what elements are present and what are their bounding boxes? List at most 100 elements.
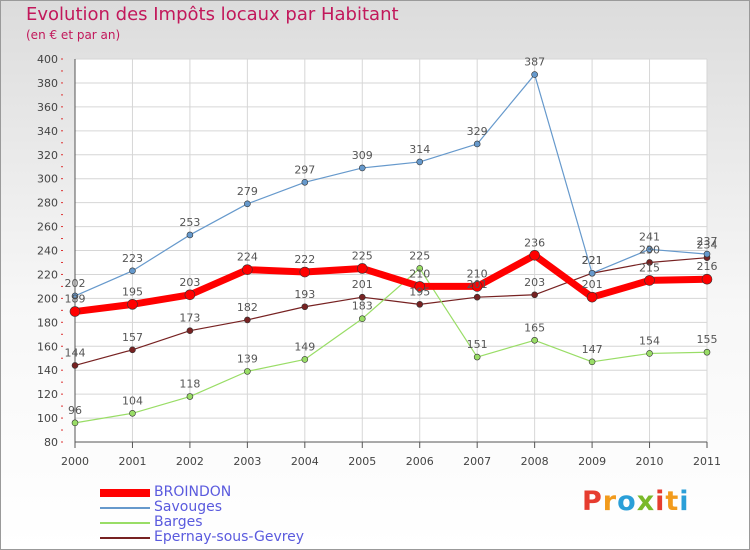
point-barges: [531, 336, 538, 344]
y-tick-label: 220: [37, 268, 58, 281]
data-label-barges: 155: [697, 333, 718, 346]
data-label-savouges: 329: [467, 125, 488, 138]
y-tick-label: 140: [37, 364, 58, 377]
data-label-epernay: 203: [524, 276, 545, 289]
legend-swatch: [100, 537, 150, 539]
data-label-barges: 151: [467, 338, 488, 351]
point-savouges: [588, 269, 596, 277]
point-savouges: [244, 200, 251, 208]
legend-item-savouges: Savouges: [100, 499, 360, 516]
data-label-savouges: 279: [237, 185, 258, 198]
point-savouges: [186, 231, 194, 239]
data-label-savouges: 221: [582, 254, 603, 267]
data-label-broindon: 215: [639, 261, 660, 274]
point-epernay: [531, 291, 538, 299]
x-tick-label: 2003: [233, 455, 261, 468]
data-label-broindon: 203: [179, 276, 200, 289]
data-label-barges: 183: [352, 300, 373, 313]
point-savouges: [703, 250, 711, 258]
y-tick-label: 320: [37, 149, 58, 162]
point-savouges: [416, 158, 424, 166]
x-tick-label: 2001: [118, 455, 146, 468]
point-epernay: [473, 293, 481, 301]
point-savouges: [301, 178, 309, 186]
data-label-savouges: 237: [697, 235, 718, 248]
chart-subtitle: (en € et par an): [26, 28, 121, 42]
data-label-epernay: 173: [179, 312, 200, 325]
data-label-barges: 225: [409, 249, 430, 262]
data-label-savouges: 297: [294, 163, 315, 176]
data-label-barges: 149: [294, 340, 315, 353]
data-label-savouges: 253: [179, 216, 200, 229]
point-barges: [358, 315, 366, 323]
data-label-barges: 165: [524, 321, 545, 334]
data-label-broindon: 195: [122, 285, 143, 298]
data-label-epernay: 195: [409, 285, 430, 298]
point-barges: [416, 265, 424, 272]
series-line-epernay: [74, 257, 708, 366]
point-epernay: [646, 259, 653, 266]
point-epernay: [358, 293, 366, 301]
legend-item-broindon: BROINDON: [100, 484, 360, 501]
point-broindon: [356, 263, 368, 274]
data-label-savouges: 241: [639, 230, 660, 243]
point-broindon: [701, 273, 713, 285]
point-epernay: [301, 303, 309, 311]
x-tick-label: 2004: [291, 455, 319, 468]
data-label-epernay: 201: [352, 278, 373, 291]
point-savouges: [646, 246, 653, 253]
data-label-barges: 139: [237, 352, 258, 365]
x-tick-label: 2008: [521, 455, 549, 468]
point-savouges: [129, 267, 136, 275]
point-broindon: [529, 249, 540, 261]
series-line-broindon: [74, 251, 708, 316]
y-tick-label: 280: [37, 197, 58, 210]
point-broindon: [471, 281, 483, 292]
x-tick-label: 2005: [348, 455, 376, 468]
data-label-broindon: 216: [697, 260, 718, 273]
x-tick-label: 2000: [61, 455, 89, 468]
data-label-broindon: 210: [467, 267, 488, 280]
data-label-savouges: 387: [524, 56, 545, 69]
data-label-epernay: 144: [65, 346, 86, 359]
point-epernay: [244, 316, 251, 324]
data-label-barges: 154: [639, 334, 660, 347]
proxiti-logo: Proxiti: [582, 486, 690, 517]
legend-label: BROINDON: [154, 484, 232, 500]
data-label-epernay: 221: [582, 254, 603, 267]
legend-label: Savouges: [154, 499, 222, 515]
point-broindon: [69, 306, 81, 317]
y-tick-label: 100: [37, 412, 58, 425]
point-barges: [301, 356, 309, 363]
point-savouges: [358, 164, 366, 172]
y-tick-label: 360: [37, 101, 58, 114]
series-line-barges: [74, 267, 708, 424]
y-tick-label: 260: [37, 221, 58, 234]
data-label-broindon: 210: [409, 267, 430, 280]
data-label-barges: 104: [122, 394, 143, 407]
point-barges: [71, 419, 79, 427]
point-broindon: [184, 289, 196, 301]
y-tick-label: 380: [37, 77, 58, 90]
data-label-savouges: 202: [65, 277, 86, 290]
x-tick-label: 2011: [693, 455, 721, 468]
legend-swatch: [100, 522, 150, 524]
data-label-broindon: 224: [237, 251, 258, 264]
data-label-barges: 147: [582, 343, 603, 356]
point-barges: [129, 409, 136, 417]
point-epernay: [129, 346, 136, 354]
legend-item-epernay: Epernay-sous-Gevrey: [100, 529, 360, 546]
point-barges: [646, 350, 653, 357]
data-label-epernay: 234: [697, 239, 718, 252]
data-label-broindon: 225: [352, 249, 373, 262]
point-savouges: [71, 292, 79, 300]
x-tick-label: 2009: [578, 455, 606, 468]
y-tick-label: 340: [37, 125, 58, 138]
legend-swatch: [100, 489, 150, 497]
data-label-epernay: 193: [294, 288, 315, 301]
y-tick-label: 80: [44, 436, 58, 449]
x-tick-label: 2002: [176, 455, 204, 468]
legend-swatch: [100, 507, 150, 509]
point-savouges: [531, 71, 538, 78]
